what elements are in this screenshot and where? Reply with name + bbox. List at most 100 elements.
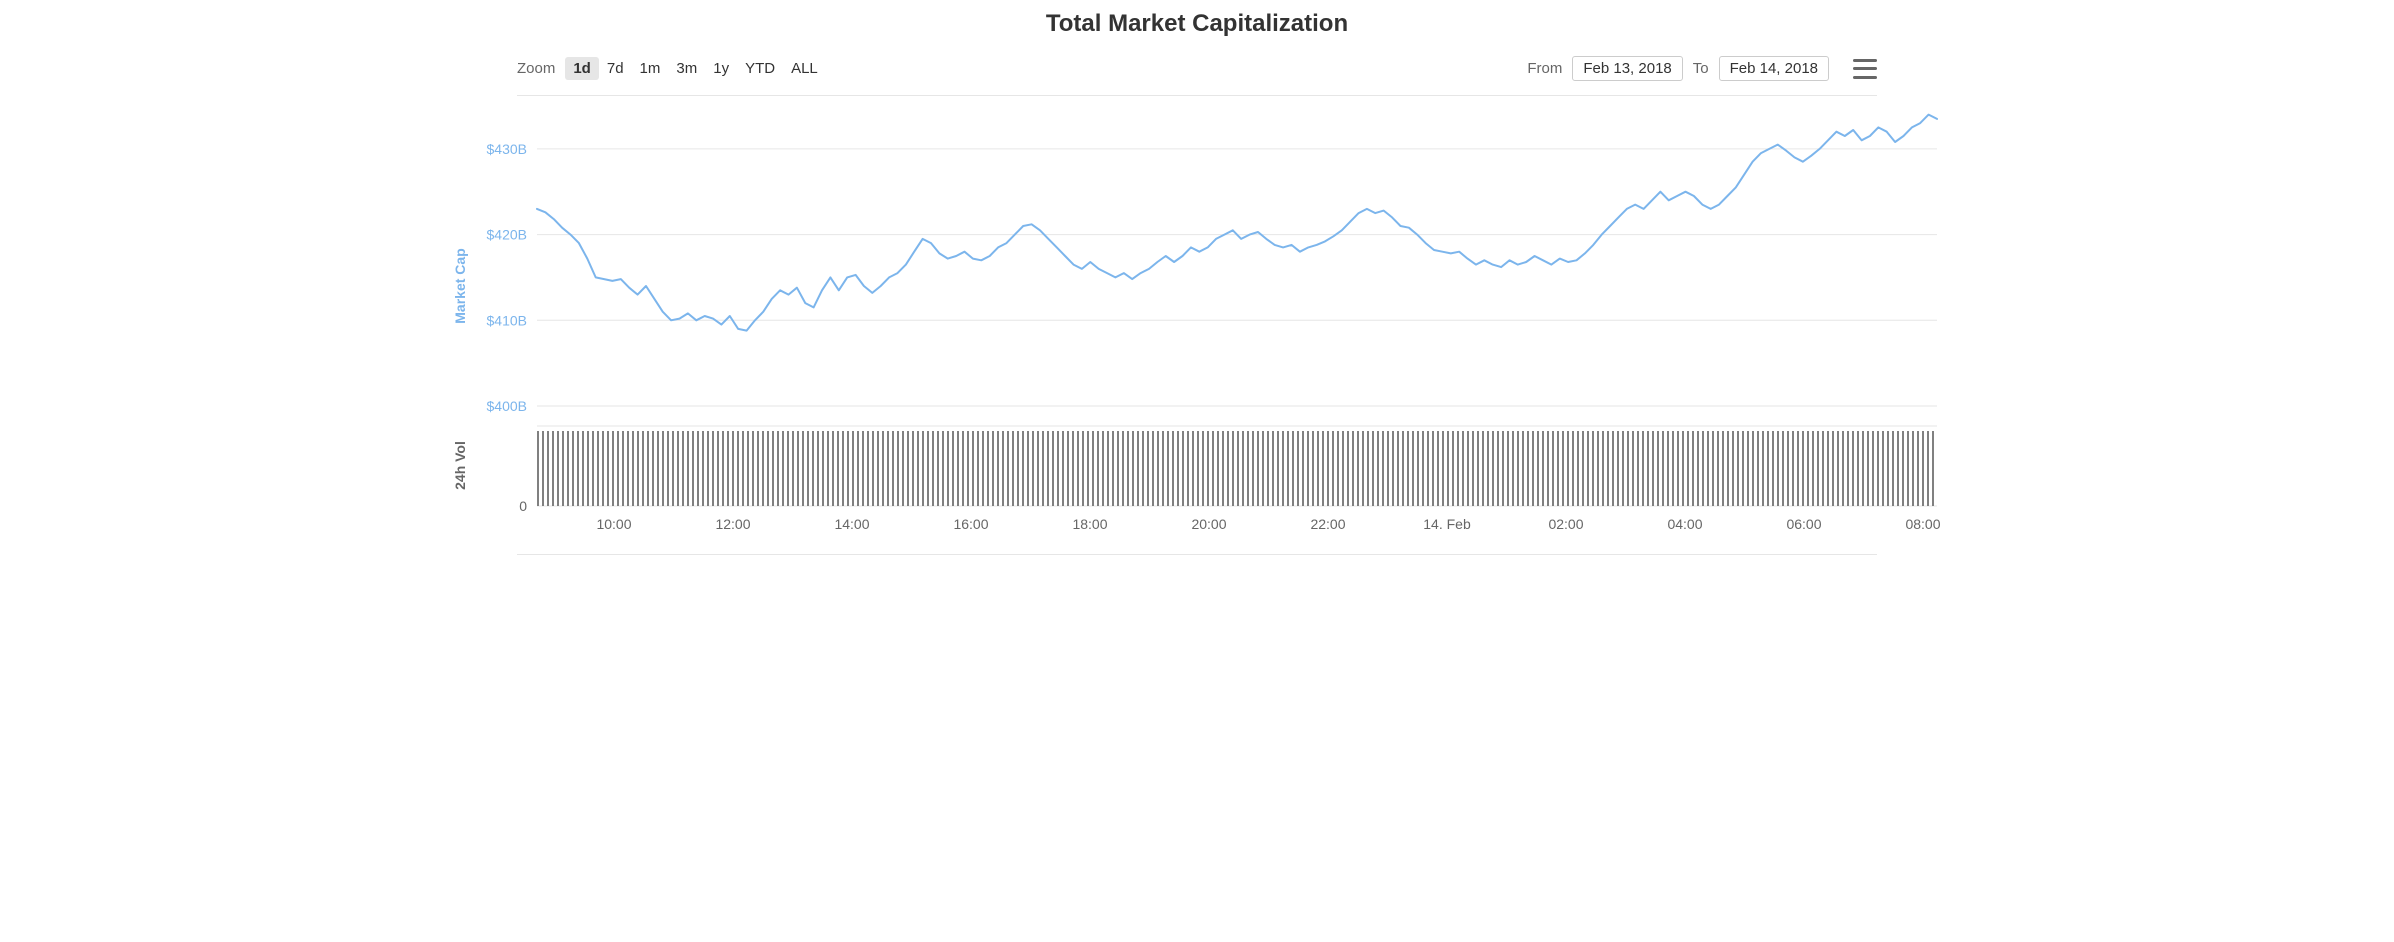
- volume-bar: [1837, 431, 1839, 506]
- from-date-input[interactable]: Feb 13, 2018: [1572, 56, 1682, 81]
- volume-bar: [1827, 431, 1829, 506]
- chart-area: $400B$410B$420B$430BMarket Cap024h Vol10…: [447, 96, 1947, 536]
- volume-bar: [1007, 431, 1009, 506]
- volume-bar: [812, 431, 814, 506]
- x-tick-label: 14:00: [834, 516, 869, 532]
- volume-bar: [1442, 431, 1444, 506]
- volume-bar: [1542, 431, 1544, 506]
- x-tick-label: 02:00: [1548, 516, 1583, 532]
- volume-bar: [1612, 431, 1614, 506]
- volume-bar: [1762, 431, 1764, 506]
- zoom-controls: Zoom 1d7d1m3m1yYTDALL: [517, 57, 826, 80]
- volume-bar: [567, 431, 569, 506]
- volume-bar: [682, 431, 684, 506]
- volume-bar: [1882, 431, 1884, 506]
- volume-bar: [1802, 431, 1804, 506]
- volume-bar: [1467, 431, 1469, 506]
- volume-bar: [1877, 431, 1879, 506]
- chart-svg[interactable]: $400B$410B$420B$430BMarket Cap024h Vol10…: [447, 96, 1947, 536]
- volume-bar: [727, 431, 729, 506]
- volume-bar: [1262, 431, 1264, 506]
- chart-title: Total Market Capitalization: [417, 10, 1977, 38]
- volume-bar: [697, 431, 699, 506]
- volume-bar: [1617, 431, 1619, 506]
- volume-bar: [1927, 431, 1929, 506]
- volume-bar: [817, 431, 819, 506]
- volume-bar: [1402, 431, 1404, 506]
- zoom-button-ytd[interactable]: YTD: [737, 57, 783, 80]
- volume-bar: [1862, 431, 1864, 506]
- volume-bar: [1187, 431, 1189, 506]
- volume-bar: [982, 431, 984, 506]
- date-range-controls: From Feb 13, 2018 To Feb 14, 2018: [1527, 56, 1877, 81]
- volume-bar: [1572, 431, 1574, 506]
- zoom-button-1y[interactable]: 1y: [705, 57, 737, 80]
- volume-bar: [1832, 431, 1834, 506]
- volume-bar: [1132, 431, 1134, 506]
- volume-bar: [1547, 431, 1549, 506]
- volume-bar: [842, 431, 844, 506]
- volume-bar: [1747, 431, 1749, 506]
- zoom-button-7d[interactable]: 7d: [599, 57, 632, 80]
- zoom-button-all[interactable]: ALL: [783, 57, 826, 80]
- volume-bar: [1452, 431, 1454, 506]
- zoom-button-1d[interactable]: 1d: [565, 57, 599, 80]
- volume-bar: [1907, 431, 1909, 506]
- zoom-button-1m[interactable]: 1m: [632, 57, 669, 80]
- volume-bar: [1287, 431, 1289, 506]
- volume-bar: [1892, 431, 1894, 506]
- volume-bar: [1202, 431, 1204, 506]
- volume-bar: [1137, 431, 1139, 506]
- volume-bar: [1662, 431, 1664, 506]
- volume-bar: [632, 431, 634, 506]
- volume-bar: [547, 431, 549, 506]
- volume-bar: [627, 431, 629, 506]
- volume-bar: [767, 431, 769, 506]
- volume-bar: [1477, 431, 1479, 506]
- volume-bar: [1357, 431, 1359, 506]
- volume-bar: [572, 431, 574, 506]
- volume-bar: [1447, 431, 1449, 506]
- volume-bar: [937, 431, 939, 506]
- volume-bar: [1417, 431, 1419, 506]
- volume-bar: [1237, 431, 1239, 506]
- volume-bar: [1157, 431, 1159, 506]
- chart-menu-icon[interactable]: [1853, 59, 1877, 79]
- volume-bar: [822, 431, 824, 506]
- volume-bar: [1042, 431, 1044, 506]
- volume-bar: [1057, 431, 1059, 506]
- volume-bar: [1317, 431, 1319, 506]
- volume-bar: [687, 431, 689, 506]
- volume-bar: [1642, 431, 1644, 506]
- zoom-button-3m[interactable]: 3m: [668, 57, 705, 80]
- volume-bar: [552, 431, 554, 506]
- volume-bar: [1767, 431, 1769, 506]
- volume-bar: [1792, 431, 1794, 506]
- volume-bar: [992, 431, 994, 506]
- volume-bar: [882, 431, 884, 506]
- volume-bar: [702, 431, 704, 506]
- volume-bar: [1522, 431, 1524, 506]
- volume-bar: [862, 431, 864, 506]
- volume-bar: [1717, 431, 1719, 506]
- volume-bar: [542, 431, 544, 506]
- volume-bar: [1557, 431, 1559, 506]
- volume-bar: [1782, 431, 1784, 506]
- volume-bar: [1502, 431, 1504, 506]
- x-tick-label: 16:00: [953, 516, 988, 532]
- volume-bar: [1227, 431, 1229, 506]
- volume-bar: [832, 431, 834, 506]
- market-cap-line: [537, 115, 1937, 331]
- volume-bar: [792, 431, 794, 506]
- volume-bar: [607, 431, 609, 506]
- volume-bar: [1127, 431, 1129, 506]
- x-tick-label: 10:00: [596, 516, 631, 532]
- volume-bar: [1667, 431, 1669, 506]
- volume-bar: [827, 431, 829, 506]
- volume-bar: [1812, 431, 1814, 506]
- volume-bar: [947, 431, 949, 506]
- volume-bar: [797, 431, 799, 506]
- volume-bar: [1397, 431, 1399, 506]
- x-tick-label: 12:00: [715, 516, 750, 532]
- to-date-input[interactable]: Feb 14, 2018: [1719, 56, 1829, 81]
